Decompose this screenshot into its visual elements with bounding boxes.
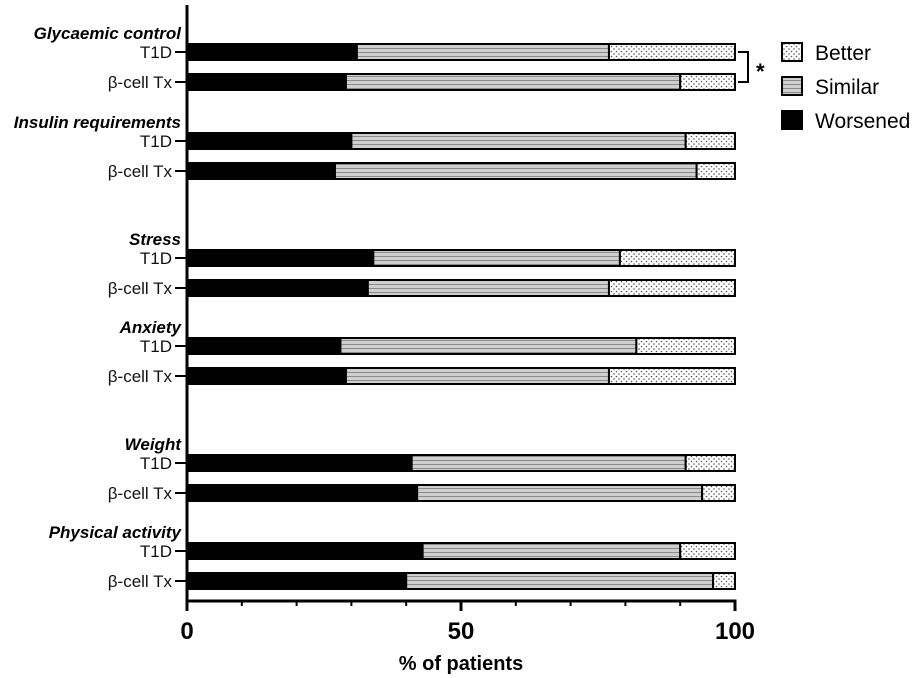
bar-segment-weight-t1d-similar — [410, 454, 687, 472]
bar-label-anxiety-t1d: T1D — [140, 337, 172, 356]
bar-label-anxiety-beta-cell-tx: β-cell Tx — [108, 367, 173, 386]
bar-segment-glycaemic-control-t1d-better — [607, 43, 737, 61]
group-label-glycaemic-control: Glycaemic control — [34, 24, 183, 43]
bar-segment-physical-activity-t1d-worsened — [186, 542, 424, 560]
bar-label-insulin-requirements-beta-cell-tx: β-cell Tx — [108, 162, 173, 181]
bar-segment-anxiety-beta-cell-tx-better — [607, 367, 737, 385]
bar-segment-glycaemic-control-beta-cell-tx-similar — [344, 73, 682, 91]
bar-segment-stress-beta-cell-tx-similar — [366, 279, 610, 297]
bar-segment-insulin-requirements-t1d-worsened — [186, 132, 353, 150]
significance-bracket — [738, 51, 749, 83]
group-label-weight: Weight — [125, 435, 183, 454]
group-label-physical-activity: Physical activity — [49, 523, 183, 542]
bar-segment-weight-t1d-worsened — [186, 454, 413, 472]
bar-segment-glycaemic-control-beta-cell-tx-better — [679, 73, 737, 91]
x-tick-label-100: 100 — [715, 618, 755, 645]
legend-swatch-similar — [781, 76, 803, 96]
bar-label-physical-activity-beta-cell-tx: β-cell Tx — [108, 572, 173, 591]
bar-segment-insulin-requirements-beta-cell-tx-better — [695, 162, 737, 180]
bar-segment-stress-beta-cell-tx-worsened — [186, 279, 369, 297]
group-label-stress: Stress — [129, 230, 181, 249]
bar-segment-glycaemic-control-t1d-similar — [355, 43, 610, 61]
legend-swatch-worsened — [781, 110, 803, 130]
bar-segment-weight-beta-cell-tx-better — [701, 484, 736, 502]
bar-label-stress-t1d: T1D — [140, 249, 172, 268]
bar-segment-stress-t1d-similar — [372, 249, 621, 267]
bar-segment-weight-beta-cell-tx-similar — [416, 484, 704, 502]
group-label-insulin-requirements: Insulin requirements — [14, 113, 181, 132]
legend-swatch-better — [781, 42, 803, 62]
x-axis-title: % of patients — [399, 653, 523, 675]
bar-segment-anxiety-t1d-similar — [339, 337, 638, 355]
bar-segment-anxiety-t1d-better — [635, 337, 736, 355]
bar-label-stress-beta-cell-tx: β-cell Tx — [108, 279, 173, 298]
legend-label-worsened: Worsened — [815, 110, 910, 133]
bar-label-glycaemic-control-beta-cell-tx: β-cell Tx — [108, 73, 173, 92]
bar-segment-physical-activity-beta-cell-tx-better — [712, 572, 737, 590]
x-tick-label-0: 0 — [180, 618, 193, 645]
x-tick-label-50: 50 — [448, 618, 475, 645]
bar-segment-physical-activity-beta-cell-tx-similar — [405, 572, 715, 590]
bar-segment-insulin-requirements-t1d-similar — [350, 132, 687, 150]
bar-segment-weight-t1d-better — [684, 454, 736, 472]
bar-label-insulin-requirements-t1d: T1D — [140, 132, 172, 151]
bar-segment-physical-activity-t1d-similar — [421, 542, 682, 560]
bar-segment-stress-t1d-better — [618, 249, 736, 267]
bar-segment-anxiety-t1d-worsened — [186, 337, 342, 355]
legend-label-better: Better — [815, 42, 871, 65]
bar-segment-physical-activity-t1d-better — [679, 542, 737, 560]
bar-segment-insulin-requirements-t1d-better — [684, 132, 736, 150]
bar-segment-stress-beta-cell-tx-better — [607, 279, 737, 297]
bar-segment-glycaemic-control-t1d-worsened — [186, 43, 358, 61]
bar-segment-insulin-requirements-beta-cell-tx-worsened — [186, 162, 336, 180]
bar-label-weight-t1d: T1D — [140, 454, 172, 473]
bar-label-physical-activity-t1d: T1D — [140, 542, 172, 561]
bar-segment-glycaemic-control-beta-cell-tx-worsened — [186, 73, 347, 91]
group-label-anxiety: Anxiety — [119, 318, 183, 337]
bar-segment-physical-activity-beta-cell-tx-worsened — [186, 572, 408, 590]
bar-segment-stress-t1d-worsened — [186, 249, 375, 267]
bar-segment-anxiety-beta-cell-tx-worsened — [186, 367, 347, 385]
legend-label-similar: Similar — [815, 76, 879, 99]
bar-segment-weight-beta-cell-tx-worsened — [186, 484, 419, 502]
bar-label-glycaemic-control-t1d: T1D — [140, 43, 172, 62]
bar-segment-insulin-requirements-beta-cell-tx-similar — [333, 162, 698, 180]
bar-label-weight-beta-cell-tx: β-cell Tx — [108, 484, 173, 503]
significance-label: * — [756, 59, 765, 84]
bar-segment-anxiety-beta-cell-tx-similar — [344, 367, 610, 385]
